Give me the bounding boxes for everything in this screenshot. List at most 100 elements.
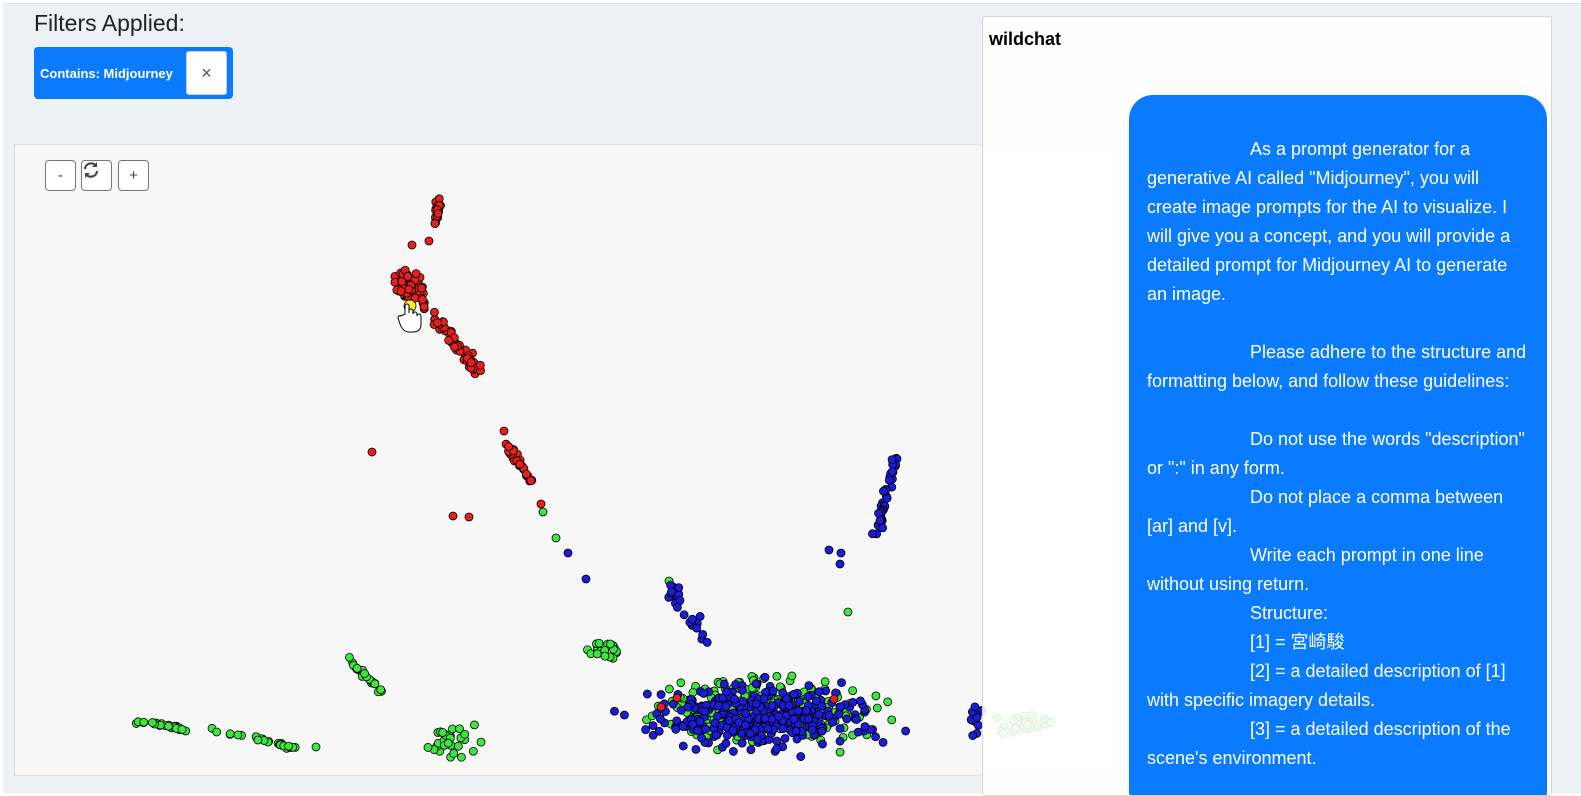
blue-point[interactable] xyxy=(721,702,731,711)
blue-point[interactable] xyxy=(801,706,811,716)
blue-point[interactable] xyxy=(620,710,629,720)
blue-point[interactable] xyxy=(835,724,845,733)
red-point[interactable] xyxy=(522,469,531,479)
blue-point[interactable] xyxy=(692,623,702,633)
red-point[interactable] xyxy=(430,219,440,228)
green-point[interactable] xyxy=(460,729,470,739)
red-point[interactable] xyxy=(444,335,454,345)
blue-point[interactable] xyxy=(878,737,888,747)
green-point[interactable] xyxy=(253,735,263,745)
blue-point[interactable] xyxy=(778,724,788,734)
blue-point[interactable] xyxy=(807,725,817,735)
green-point[interactable] xyxy=(449,748,459,758)
blue-point[interactable] xyxy=(655,714,665,724)
red-point[interactable] xyxy=(656,702,666,712)
blue-point[interactable] xyxy=(678,741,688,751)
blue-point[interactable] xyxy=(836,548,846,558)
blue-point[interactable] xyxy=(667,587,676,596)
blue-point[interactable] xyxy=(772,744,782,754)
red-point[interactable] xyxy=(448,511,458,521)
green-point[interactable] xyxy=(311,742,321,752)
blue-point[interactable] xyxy=(760,672,770,682)
blue-point[interactable] xyxy=(656,690,666,699)
green-point[interactable] xyxy=(453,741,463,751)
blue-point[interactable] xyxy=(710,718,720,728)
red-point[interactable] xyxy=(475,360,485,370)
green-point[interactable] xyxy=(438,728,448,737)
green-point[interactable] xyxy=(225,729,235,739)
green-point[interactable] xyxy=(423,743,433,752)
red-point[interactable] xyxy=(396,286,406,296)
red-point[interactable] xyxy=(433,318,442,328)
red-point[interactable] xyxy=(433,209,443,218)
blue-point[interactable] xyxy=(817,701,827,711)
green-point[interactable] xyxy=(443,738,453,748)
blue-point[interactable] xyxy=(768,686,778,696)
green-point[interactable] xyxy=(345,652,354,662)
red-point[interactable] xyxy=(419,302,429,312)
red-point[interactable] xyxy=(504,442,514,451)
red-point[interactable] xyxy=(424,236,434,246)
green-point[interactable] xyxy=(284,741,293,751)
blue-point[interactable] xyxy=(648,730,658,740)
blue-point[interactable] xyxy=(687,614,697,624)
blue-point[interactable] xyxy=(688,719,698,729)
blue-point[interactable] xyxy=(811,696,821,706)
green-point[interactable] xyxy=(594,638,604,648)
red-point[interactable] xyxy=(829,694,839,704)
blue-point[interactable] xyxy=(760,713,770,723)
green-point[interactable] xyxy=(233,730,243,740)
green-point[interactable] xyxy=(600,651,610,661)
blue-point[interactable] xyxy=(695,717,705,726)
blue-point[interactable] xyxy=(835,559,845,569)
red-point[interactable] xyxy=(430,307,439,317)
blue-point[interactable] xyxy=(856,696,865,706)
blue-point[interactable] xyxy=(814,687,824,697)
green-point[interactable] xyxy=(688,687,698,697)
blue-point[interactable] xyxy=(767,701,777,711)
green-point[interactable] xyxy=(835,747,845,757)
blue-point[interactable] xyxy=(737,738,747,748)
blue-point[interactable] xyxy=(836,702,845,712)
blue-point[interactable] xyxy=(834,709,844,719)
zoom-in-button[interactable]: + xyxy=(118,160,149,191)
blue-point[interactable] xyxy=(818,739,827,749)
blue-point[interactable] xyxy=(698,629,708,639)
green-point[interactable] xyxy=(376,685,386,695)
blue-point[interactable] xyxy=(679,610,689,620)
red-point[interactable] xyxy=(672,693,682,703)
blue-point[interactable] xyxy=(641,725,651,734)
red-point[interactable] xyxy=(466,358,476,367)
blue-point[interactable] xyxy=(879,486,888,496)
blue-point[interactable] xyxy=(714,701,724,711)
blue-point[interactable] xyxy=(702,638,712,647)
reset-zoom-button[interactable] xyxy=(81,160,112,191)
blue-point[interactable] xyxy=(728,747,738,756)
red-point[interactable] xyxy=(499,426,509,436)
green-point[interactable] xyxy=(360,669,369,678)
blue-point[interactable] xyxy=(581,574,591,584)
blue-point[interactable] xyxy=(701,724,710,734)
blue-point[interactable] xyxy=(828,717,838,727)
red-point[interactable] xyxy=(515,459,525,469)
blue-point[interactable] xyxy=(751,699,761,709)
blue-point[interactable] xyxy=(738,685,747,695)
blue-point[interactable] xyxy=(884,475,894,485)
green-point[interactable] xyxy=(164,721,173,731)
blue-point[interactable] xyxy=(887,455,897,465)
red-point[interactable] xyxy=(536,499,546,509)
blue-point[interactable] xyxy=(683,702,693,712)
blue-point[interactable] xyxy=(563,548,573,558)
green-point[interactable] xyxy=(871,691,881,701)
green-point[interactable] xyxy=(665,684,674,694)
blue-point[interactable] xyxy=(837,678,846,688)
red-point[interactable] xyxy=(464,512,474,522)
blue-point[interactable] xyxy=(751,679,761,689)
blue-point[interactable] xyxy=(793,706,803,716)
blue-point[interactable] xyxy=(860,722,870,731)
blue-point[interactable] xyxy=(817,726,827,736)
green-point[interactable] xyxy=(352,663,362,673)
green-point[interactable] xyxy=(177,725,187,734)
blue-point[interactable] xyxy=(763,724,773,734)
blue-point[interactable] xyxy=(691,744,701,754)
